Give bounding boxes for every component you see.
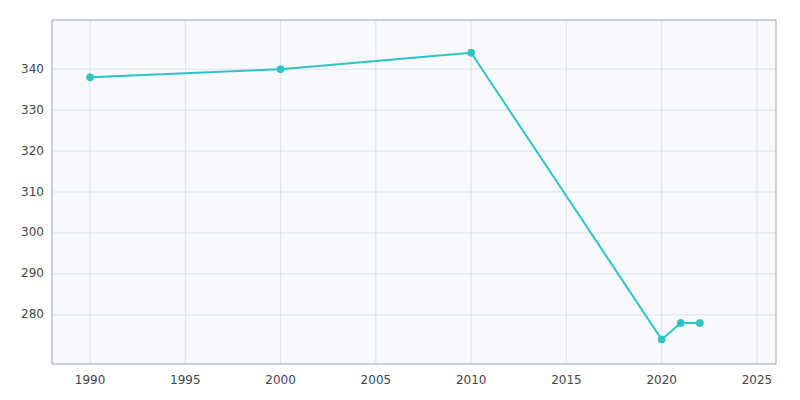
axes: 280 290 300 310 320 330 340 1990 1995 2000 2005 201… [21, 62, 772, 387]
x-tick-label: 2005 [361, 373, 392, 387]
plot-frame [52, 20, 776, 364]
x-grid-line [756, 20, 757, 364]
point [658, 336, 665, 343]
line [90, 53, 700, 340]
x-grid-line [566, 20, 567, 364]
chart-svg: 280 290 300 310 320 330 340 1990 1995 2000 2005 201… [0, 0, 800, 400]
point [277, 66, 284, 73]
x-tick-label: 1990 [75, 373, 106, 387]
y-grid-line [52, 232, 776, 233]
y-grid-line [52, 110, 776, 111]
point [696, 320, 703, 327]
y-grid-line [52, 69, 776, 70]
y-tick-label: 330 [21, 103, 44, 117]
y-tick-label: 340 [21, 62, 44, 76]
point [677, 320, 684, 327]
point [468, 49, 475, 56]
x-tick-label: 2000 [265, 373, 296, 387]
x-tick-label: 2010 [456, 373, 487, 387]
y-grid-line [52, 314, 776, 315]
x-tick-label: 2025 [742, 373, 773, 387]
y-grid-line [52, 151, 776, 152]
x-grid-line [471, 20, 472, 364]
x-grid-line [661, 20, 662, 364]
x-grid-line [185, 20, 186, 364]
x-tick-label: 2020 [646, 373, 677, 387]
y-tick-label: 320 [21, 144, 44, 158]
x-grid-line [375, 20, 376, 364]
x-tick-label: 2015 [551, 373, 582, 387]
point [87, 74, 94, 81]
y-tick-label: 310 [21, 185, 44, 199]
chart-container: 280 290 300 310 320 330 340 1990 1995 2000 2005 201… [0, 0, 800, 400]
grid [52, 20, 776, 364]
y-tick-label: 300 [21, 225, 44, 239]
data-layer [87, 49, 704, 343]
y-tick-label: 290 [21, 266, 44, 280]
y-tick-label: 280 [21, 307, 44, 321]
x-grid-line [90, 20, 91, 364]
x-tick-label: 1995 [170, 373, 201, 387]
plot-background [52, 20, 776, 364]
y-grid-line [52, 192, 776, 193]
y-grid-line [52, 273, 776, 274]
